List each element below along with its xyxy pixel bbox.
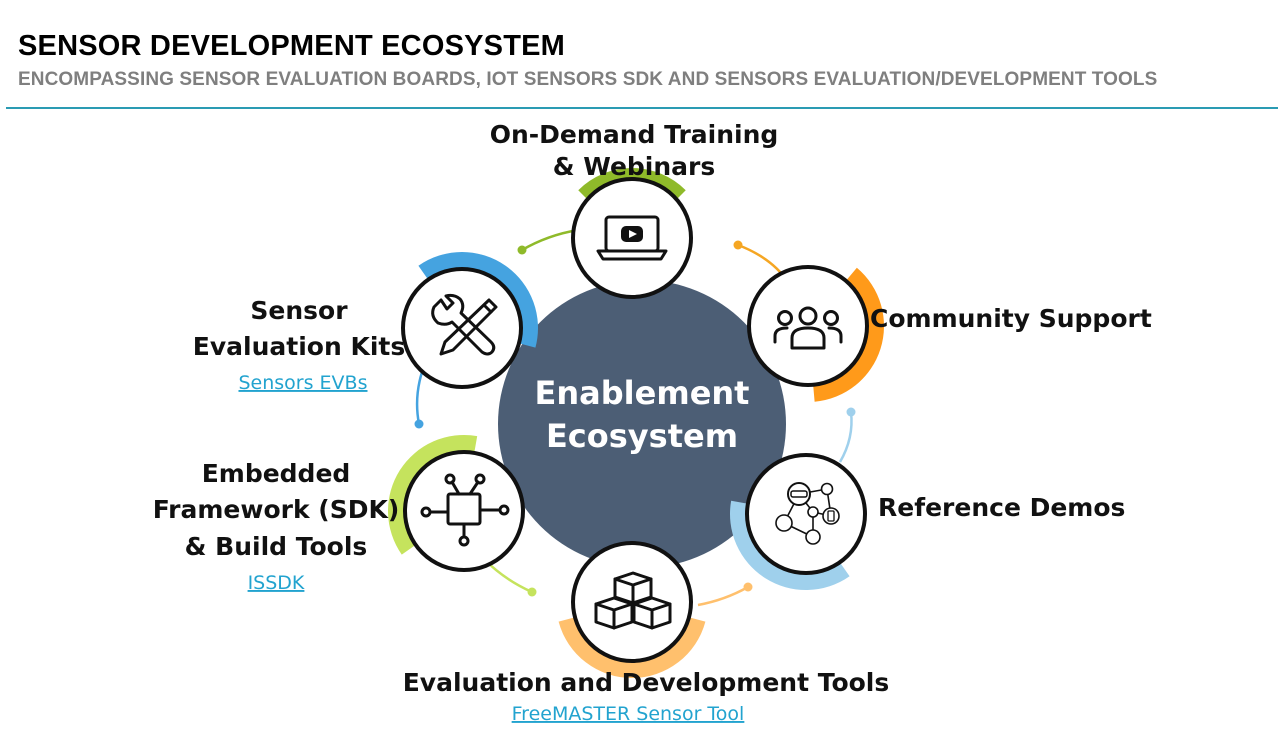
node-evk: [401, 267, 523, 389]
label-evk-line2: Evaluation Kits: [193, 332, 405, 361]
label-demos: Reference Demos: [878, 493, 1125, 522]
connector-dot: [846, 407, 856, 417]
cubes-icon: [594, 571, 672, 630]
label-sdk-line1: Embedded: [202, 459, 351, 488]
connector-dot: [414, 419, 424, 429]
connected-devices-icon: [775, 482, 840, 545]
connector-dot: [517, 245, 527, 255]
node-demos: [745, 453, 867, 575]
link-issdk[interactable]: ISSDK: [248, 572, 305, 594]
label-sdk-line3: & Build Tools: [185, 532, 368, 561]
label-evk-line1: Sensor: [250, 296, 348, 325]
node-training: [571, 177, 693, 299]
label-tools: Evaluation and Development Tools: [403, 668, 890, 697]
hub-label-line1: Enablement: [535, 374, 750, 412]
connector-sdk-evk: [415, 371, 424, 425]
label-community: Community Support: [870, 304, 1152, 333]
connector-community-demos: [838, 411, 853, 463]
connector-dot: [527, 587, 537, 597]
link-freemaster[interactable]: FreeMASTER Sensor Tool: [512, 703, 745, 725]
label-training-line2: & Webinars: [553, 152, 716, 181]
page-title: SENSOR DEVELOPMENT ECOSYSTEM: [18, 30, 566, 62]
link-sensors-evbs[interactable]: Sensors EVBs: [238, 372, 367, 394]
node-sdk: [403, 450, 525, 572]
laptop-play-icon: [596, 215, 668, 261]
arc-tools: [558, 615, 706, 678]
label-training-line1: On-Demand Training: [490, 120, 779, 149]
connector-dot: [743, 582, 753, 592]
hub-circle: [498, 280, 786, 568]
arc-evk: [418, 252, 538, 348]
page-subtitle: ENCOMPASSING SENSOR EVALUATION BOARDS, I…: [18, 69, 1158, 90]
connector-evk-training: [521, 228, 579, 252]
connector-demos-tools: [697, 585, 749, 607]
circuit-chip-icon: [420, 473, 510, 547]
label-sdk-line2: Framework (SDK): [153, 495, 400, 524]
header-divider: [6, 107, 1278, 109]
arc-community: [812, 267, 885, 402]
people-group-icon: [773, 306, 843, 350]
node-community: [747, 265, 869, 387]
wrench-pencil-icon: [431, 293, 498, 356]
node-tools: [571, 541, 693, 663]
connector-dot: [733, 240, 743, 250]
hub-label-line2: Ecosystem: [546, 417, 738, 455]
